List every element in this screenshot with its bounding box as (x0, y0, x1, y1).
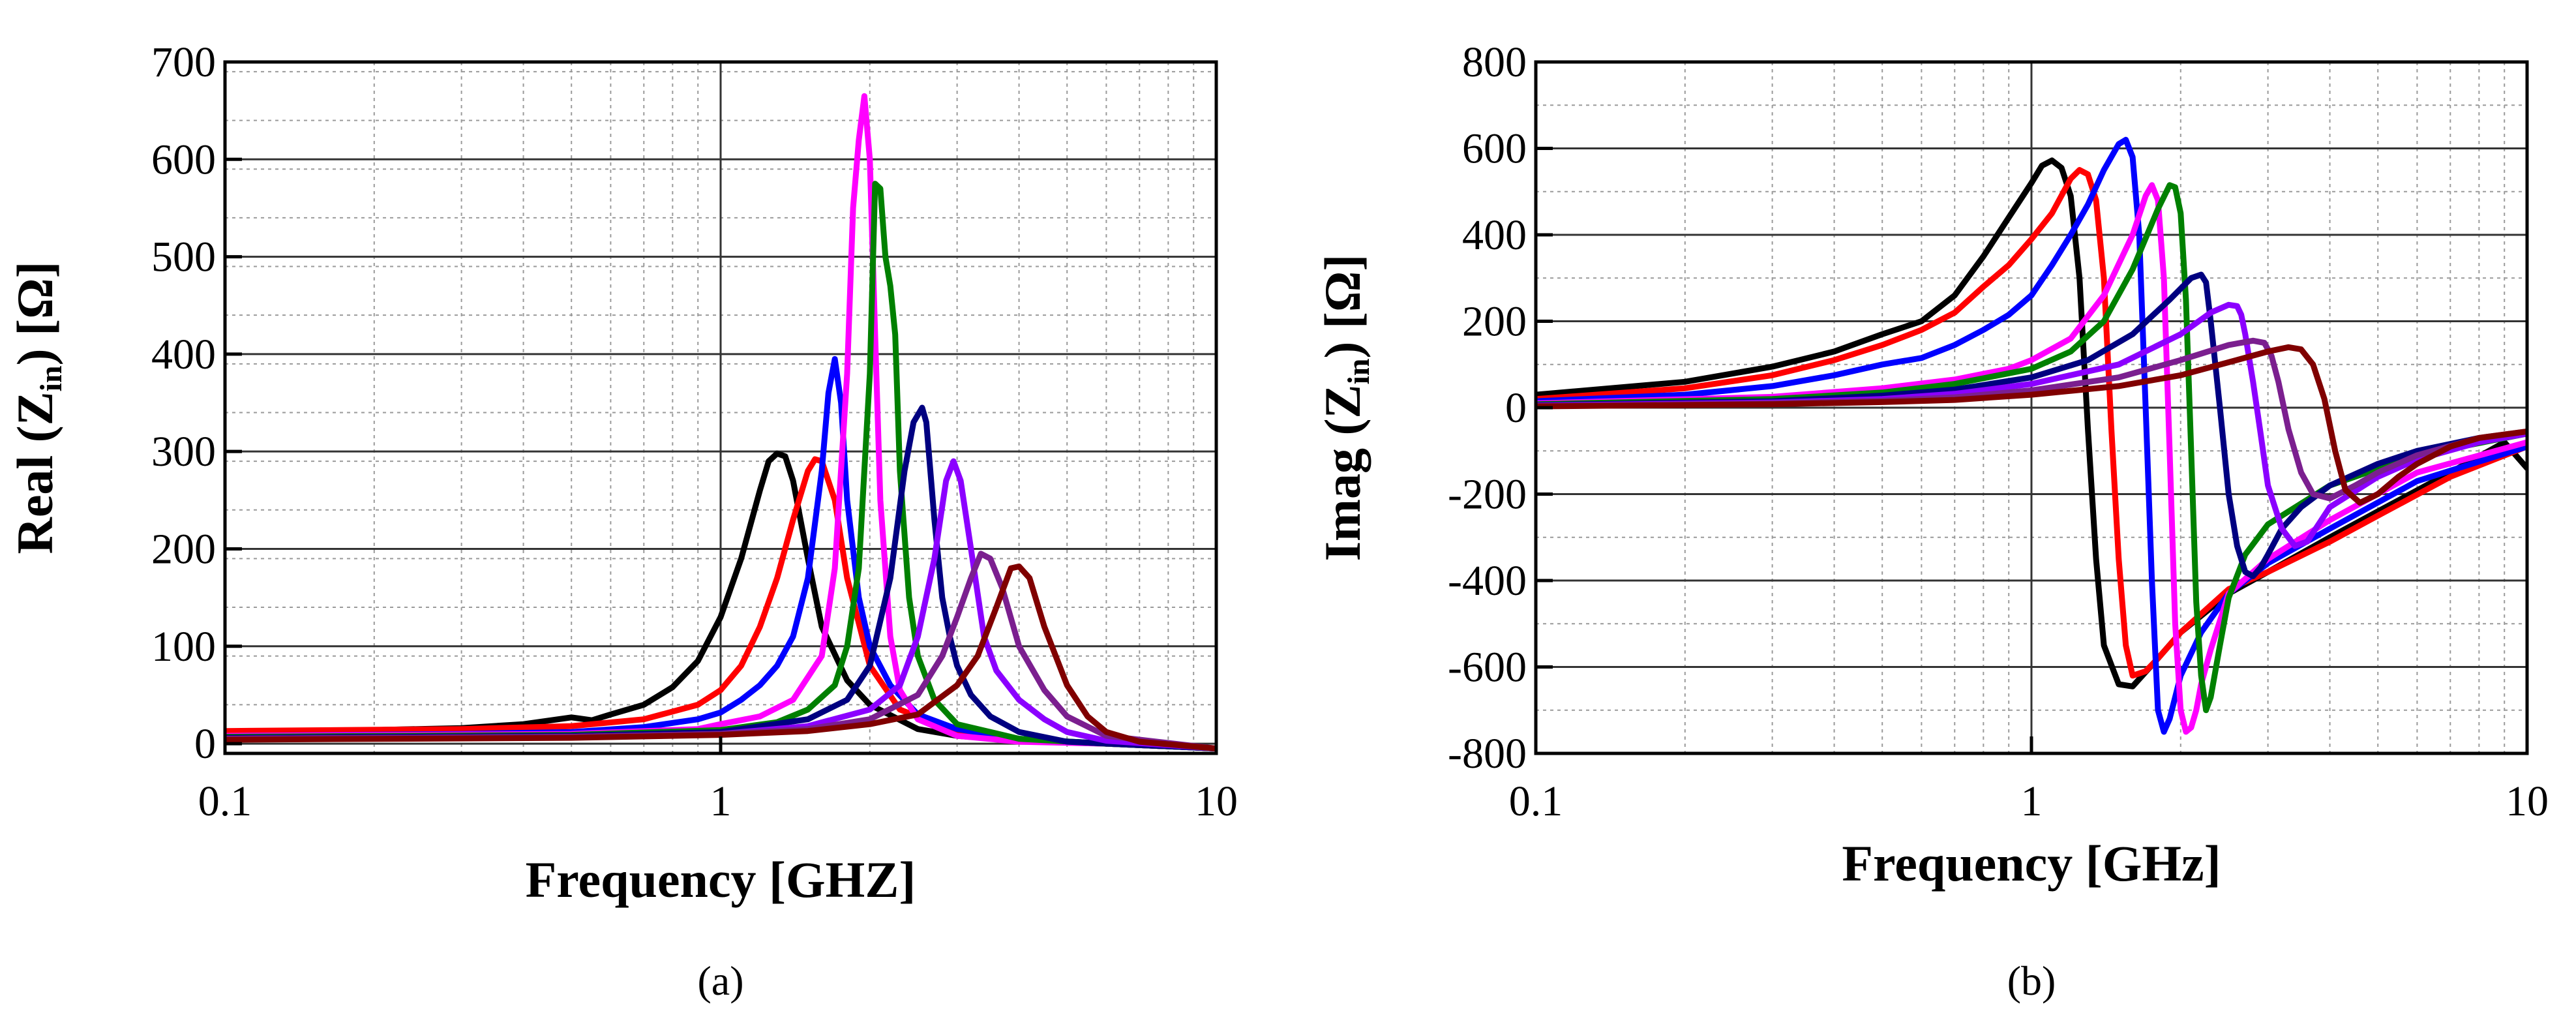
x-tick-label: 0.1 (1509, 778, 1563, 825)
y-axis-label-subscript: in (34, 365, 68, 391)
y-tick-label: -200 (1448, 471, 1527, 519)
x-tick-label: 0.1 (198, 778, 252, 825)
series-line-navy (1536, 271, 2527, 579)
series-line-maroon (1536, 344, 2527, 506)
y-tick-label: 0 (1505, 384, 1527, 432)
series-line-maroon (225, 563, 1216, 751)
x-tick-label: 1 (710, 778, 732, 825)
series-line-black (225, 450, 1216, 751)
y-axis-label-prefix: Imag (Z (1314, 385, 1371, 562)
y-tick-label: 400 (1462, 211, 1527, 259)
series-line-green (225, 181, 1216, 751)
y-axis-label-prefix: Real (Z (7, 391, 63, 554)
series-line-green (1536, 182, 2527, 714)
series-line-blue (1536, 136, 2527, 735)
y-tick-label: -600 (1448, 644, 1527, 691)
x-axis-label: Frequency [GHz] (1842, 835, 2221, 892)
y-axis-label-subscript: in (1341, 359, 1376, 385)
chart-panel-b: 0.1 1 10 -800 -600 -400 -200 0 200 400 600 800 Frequ… (1314, 38, 2549, 1004)
series-line-blue (225, 355, 1216, 751)
y-tick-label: 0 (194, 720, 216, 768)
y-tick-label: -400 (1448, 557, 1527, 605)
y-tick-label: 800 (1462, 38, 1527, 86)
y-tick-label: 400 (151, 331, 216, 378)
y-tick-label: 200 (1462, 298, 1527, 346)
series-group (225, 93, 1216, 751)
y-tick-label: 100 (151, 623, 216, 671)
y-tick-label: 500 (151, 234, 216, 281)
y-axis-label: Imag (Zin) [Ω] (1314, 254, 1376, 562)
x-tick-label: 10 (2506, 778, 2549, 825)
y-axis-label-suffix: ) [Ω] (7, 261, 63, 365)
y-tick-label: 700 (151, 38, 216, 86)
y-tick-label: 600 (151, 136, 216, 183)
series-line-purple (1536, 337, 2527, 502)
y-tick-label: 300 (151, 428, 216, 476)
panel-label: (b) (2007, 958, 2056, 1004)
x-tick-label: 10 (1195, 778, 1238, 825)
panel-label: (a) (697, 958, 743, 1004)
x-axis-label: Frequency [GHZ] (526, 851, 916, 908)
series-line-magenta (225, 93, 1216, 751)
y-axis-label: Real (Zin) [Ω] (7, 261, 68, 554)
series-group (1536, 136, 2527, 735)
series-line-navy (225, 404, 1216, 751)
series-line-violet (1536, 301, 2527, 549)
y-tick-label: 600 (1462, 125, 1527, 173)
y-tick-label: 200 (151, 525, 216, 573)
x-tick-label: 1 (2021, 778, 2043, 825)
y-axis-label-suffix: ) [Ω] (1314, 254, 1371, 359)
y-tick-label: -800 (1448, 730, 1527, 778)
